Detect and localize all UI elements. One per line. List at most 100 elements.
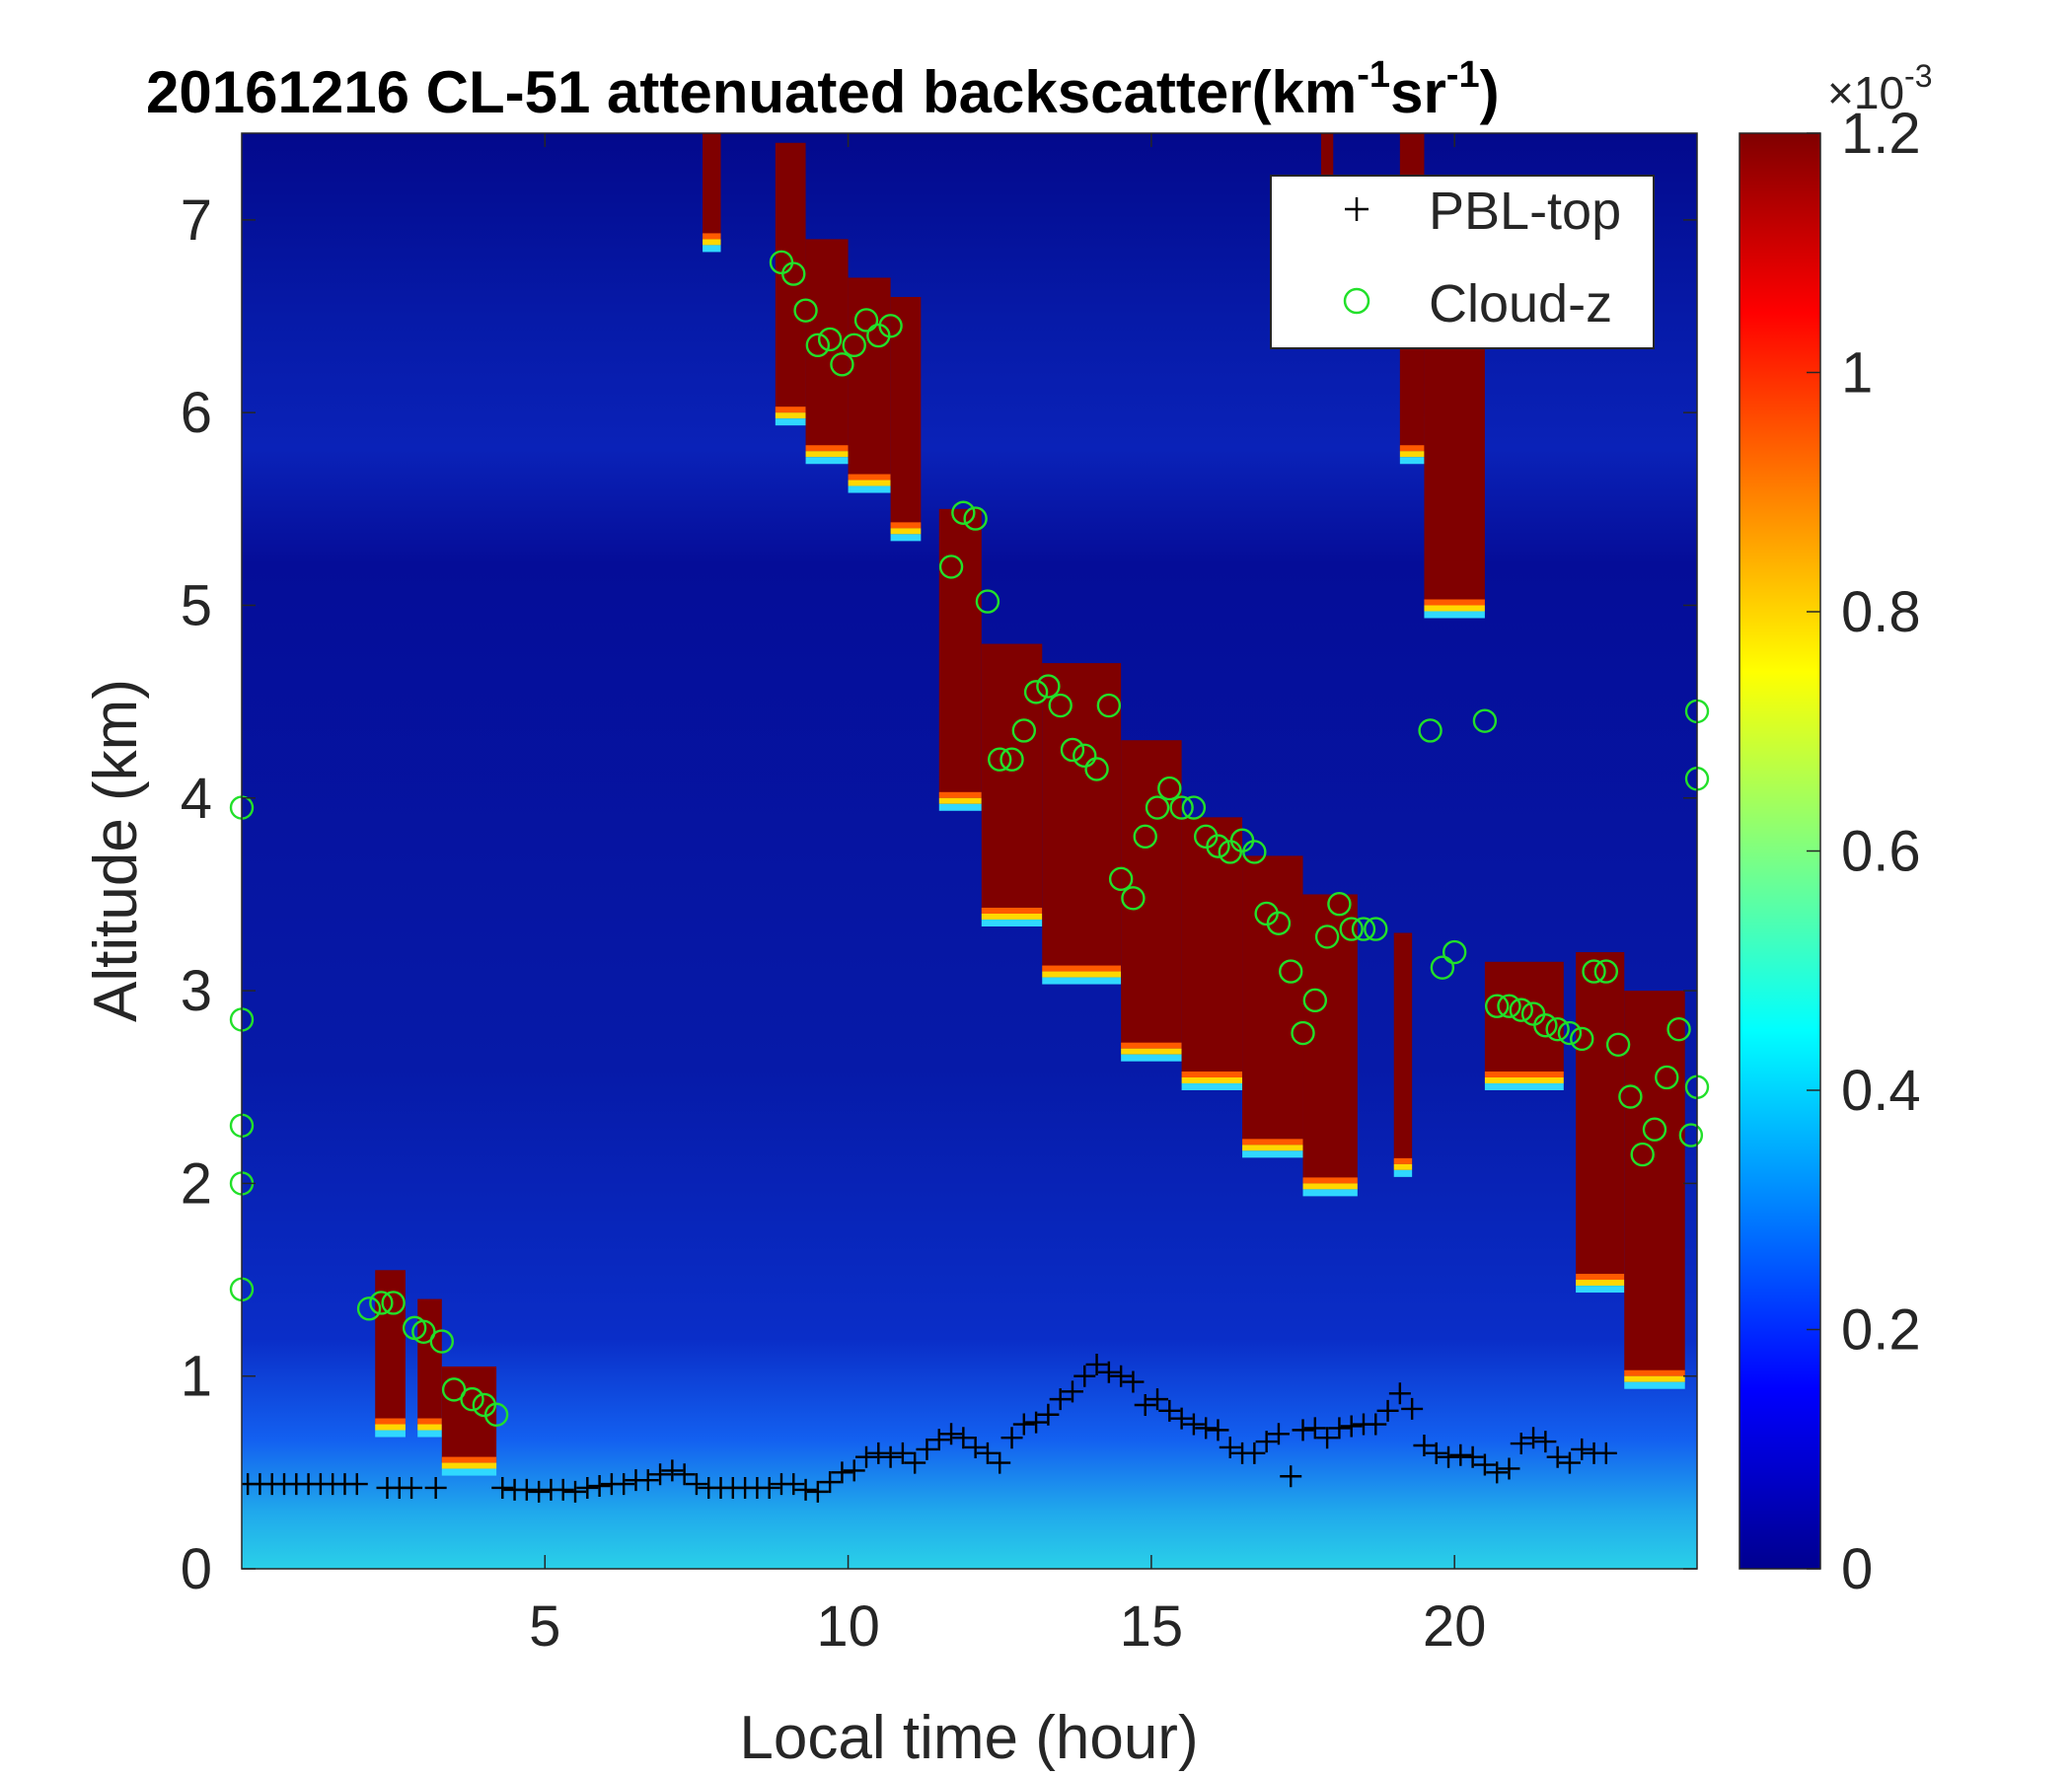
cloud-layer-edge2-0 [375,1424,406,1431]
cloud-z-point [878,314,903,338]
cloud-z-point [853,308,879,333]
colorbar-tick-label: 1 [1841,341,1873,406]
pbl-top-point [843,1459,865,1482]
cloud-layer-edge3-19 [1484,1082,1564,1090]
cloud-layer-edge3-2 [441,1468,497,1476]
x-tick-label: 20 [1423,1594,1487,1659]
cloud-z-point [999,747,1024,772]
title-sup-2: -1 [1446,54,1480,96]
pbl-top-point [1280,1465,1302,1488]
cloud-layer-edge3-20 [1576,1286,1625,1294]
cloud-layer-edge-9 [981,907,1043,914]
pbl-top-point [1571,1438,1593,1460]
cloud-z-point [793,298,818,323]
cloud-z-point [1121,886,1146,911]
y-tick-label: 3 [181,959,212,1023]
cloud-z-point [1327,892,1352,917]
pbl-top-point [564,1480,587,1503]
cloud-z-point [1557,1020,1583,1046]
cloud-z-point [1509,998,1533,1022]
cloud-z-point [975,589,1000,614]
legend-pbl-label: PBL-top [1429,182,1621,241]
cloud-layer-edge2-21 [1624,1375,1685,1382]
pbl-top-point [1558,1451,1581,1474]
cloud-z-point [1048,693,1073,718]
pbl-top-series [242,1353,1617,1503]
cloud-layer-edge3-14 [1302,1189,1358,1197]
cloud-z-point [842,333,866,358]
cloud-layer-edge2-19 [1484,1076,1564,1083]
cloud-layer-edge3-12 [1181,1082,1243,1090]
cloud-layer-edge3-4 [775,418,806,426]
cloud-z-point [1484,994,1510,1018]
pbl-top-point [1425,1442,1447,1464]
cloud-z-point [356,1296,382,1321]
cloud-layer-edge3-5 [805,457,849,465]
cloud-z-point [1169,795,1194,820]
pbl-top-point [424,1476,447,1499]
cloud-layer-edge2-6 [848,480,891,486]
pbl-top-point [782,1473,805,1496]
cloud-z-point [429,1329,455,1354]
cloud-layer-edge-14 [1302,1177,1358,1184]
cloud-layer-17 [1424,335,1485,606]
cloud-z-point [963,506,988,531]
pbl-top-point [1546,1445,1569,1468]
cloud-layer-edge3-18 [1393,1169,1413,1177]
cloud-z-point [951,500,976,525]
y-axis-ticks: 0 1 2 3 4 5 6 7 [181,188,1697,1601]
cloud-z-point [1678,1123,1704,1147]
pbl-top-point [1255,1431,1278,1453]
pbl-top-point [1303,1417,1326,1440]
pbl-top-point [1158,1399,1181,1422]
pbl-top-point [515,1478,538,1501]
x-tick-label: 10 [816,1594,880,1659]
cloud-layers [375,133,1685,1476]
cloud-layer-edge2-10 [1042,971,1122,978]
cloud-z-point [781,261,806,286]
cloud-z-point [1279,959,1303,984]
pbl-top-point [904,1451,926,1474]
y-tick-label: 1 [181,1345,212,1409]
pbl-top-point [1061,1380,1083,1403]
cloud-layer-8 [938,508,982,798]
pbl-top-point [1316,1427,1339,1449]
pbl-top-point [1498,1457,1520,1480]
cloud-layer-11 [1121,740,1182,1049]
cloud-layer-edge3-9 [981,919,1043,926]
cloud-z-series [229,250,1710,1427]
cloud-layer-edge2-11 [1121,1048,1182,1055]
cloud-z-point [1618,1084,1643,1109]
cloud-layer-edge2-14 [1302,1183,1358,1190]
pbl-top-point [1401,1397,1424,1420]
pbl-top-point [685,1473,707,1496]
cloud-z-point [1242,840,1267,864]
cloud-z-point [1145,795,1170,820]
colorbar-tick-label: 0 [1841,1537,1873,1601]
cloud-z-point [1181,795,1207,820]
pbl-top-point [758,1476,780,1499]
colorbar-tick-label: 0.4 [1841,1059,1921,1123]
pbl-top-point [1340,1415,1363,1438]
legend-box [1270,175,1655,349]
colorbar-tick-label: 0.6 [1841,820,1921,884]
cloud-layer-edge-6 [848,474,891,481]
pbl-top-point [649,1463,672,1486]
cloud-layer-edge2-7 [890,528,922,535]
cloud-z-point [1472,708,1498,733]
pbl-top-point [636,1469,659,1492]
pbl-top-point [1461,1445,1484,1468]
cloud-layer-edge-12 [1181,1071,1243,1077]
pbl-top-point [401,1476,423,1499]
pbl-top-point [879,1445,902,1468]
pbl-top-point [976,1442,999,1464]
cloud-layer-edge-8 [938,791,982,798]
cloud-layer-edge-18 [1393,1157,1413,1164]
cloud-layer-9 [981,643,1043,914]
cloud-z-point [1291,1020,1315,1046]
cloud-layer-edge3-21 [1624,1381,1685,1389]
x-tick-label: 5 [529,1594,560,1659]
pbl-top-point [673,1463,696,1486]
title-close: ) [1480,59,1500,125]
pbl-top-point [1012,1413,1035,1436]
